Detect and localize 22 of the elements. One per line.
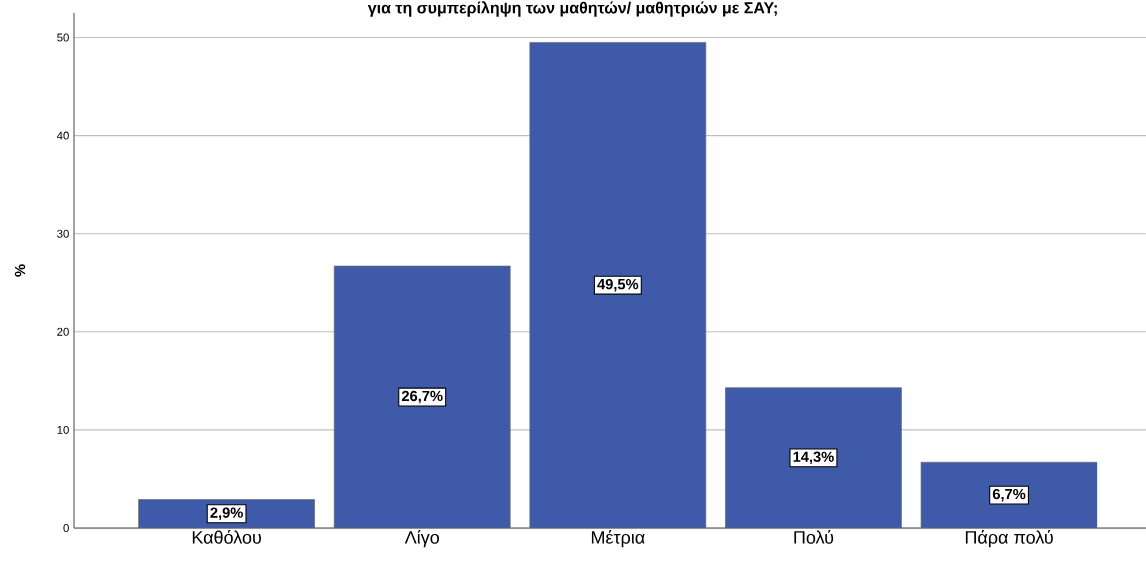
bar	[920, 461, 1098, 528]
bar	[529, 42, 707, 528]
y-tick-label: 40	[56, 131, 69, 140]
data-label: 6,7%	[992, 488, 1026, 502]
data-label: 2,9%	[210, 507, 243, 521]
x-tick-label: Πολύ	[794, 530, 834, 544]
y-tick-label: 50	[57, 33, 69, 42]
chart-title: για τη συμπερίληψη των μαθητών/ μαθητριών με ΣΑΥ;	[367, 1, 777, 17]
y-tick-label: 10	[57, 425, 69, 434]
bar	[333, 265, 511, 528]
y-tick-label: 30	[57, 229, 69, 238]
y-tick-label: 0	[63, 523, 69, 532]
data-label: 26,7%	[401, 390, 443, 404]
x-tick-label: Καθόλου	[192, 530, 261, 544]
x-tick-label: Μέτρια	[591, 530, 645, 548]
x-tick-label: Λίγο	[404, 530, 439, 548]
y-axis-title: %	[14, 264, 26, 277]
data-label: 14,3%	[793, 451, 834, 465]
y-tick-label: 20	[57, 327, 69, 336]
bar	[725, 387, 902, 528]
x-tick-label: Πάρα πολύ	[965, 530, 1053, 548]
data-label: 49,5%	[597, 278, 639, 292]
